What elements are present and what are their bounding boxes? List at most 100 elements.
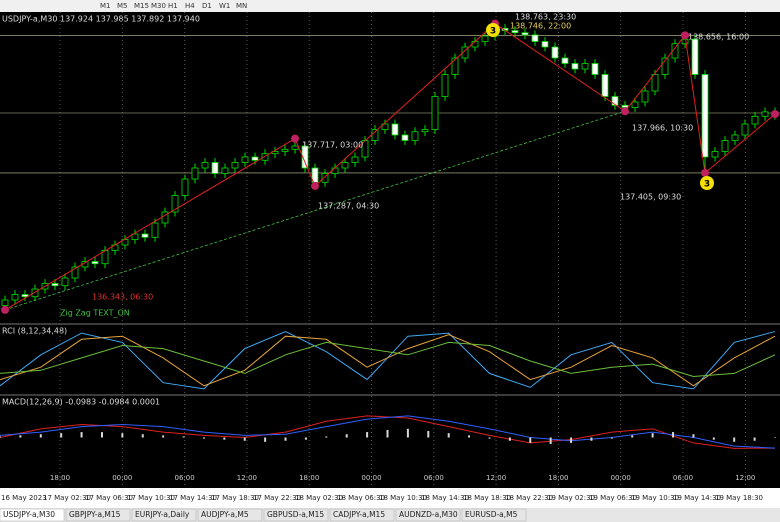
tab-label[interactable]: USDJPY-a,M30 — [3, 510, 55, 519]
candle-body — [381, 123, 389, 130]
timeframe-button[interactable]: H4 — [185, 2, 195, 10]
tab-label[interactable]: EURJPY-a,Daily — [135, 510, 190, 519]
tab-label[interactable]: EURUSD-a,M5 — [465, 510, 518, 519]
candle-body — [721, 140, 729, 152]
candle-body — [251, 156, 259, 161]
tab[interactable] — [0, 508, 65, 522]
macd-bar — [733, 437, 736, 442]
candle-body — [591, 63, 599, 75]
wave-marker-label: 3 — [490, 27, 496, 37]
time-label: 06:00 — [673, 474, 693, 482]
chart-header: USDJPY-a,M30 137.924 137.985 137.892 137… — [2, 15, 200, 24]
candle-body — [181, 178, 189, 196]
macd-bar — [345, 434, 348, 438]
timeframe-button[interactable]: M1 — [100, 2, 111, 10]
timeframe-button[interactable]: H1 — [168, 2, 178, 10]
macd-bar — [304, 437, 307, 440]
candle-body — [651, 74, 659, 92]
annotation: Zig Zag TEXT_ON — [60, 309, 130, 318]
macd-bar — [468, 435, 471, 438]
timeframe-button[interactable]: M15 — [134, 2, 149, 10]
date-label: 19 May 06:30 — [589, 494, 637, 502]
annotation: 138.763, 23:30 — [515, 13, 576, 22]
candle-body — [141, 233, 149, 238]
candle-body — [541, 41, 549, 48]
time-label: 12:00 — [486, 474, 506, 482]
candle-body — [211, 162, 219, 174]
tab-label[interactable]: CADJPY-a,M15 — [333, 510, 385, 519]
wave-marker — [486, 23, 500, 37]
date-label: 17 May 10:30 — [127, 494, 175, 502]
candle-body — [421, 129, 429, 133]
timeframe-button[interactable]: MN — [236, 2, 247, 10]
candle-body — [1, 299, 9, 306]
date-label: 17 May 02:30 — [43, 494, 91, 502]
macd-bar — [406, 428, 409, 438]
date-label: 19 May 02:30 — [547, 494, 595, 502]
macd-bar — [121, 433, 124, 438]
wave-marker — [700, 176, 714, 190]
zigzag-point — [701, 168, 709, 177]
candle-body — [11, 294, 19, 301]
tab[interactable] — [395, 508, 461, 522]
macd-bar — [570, 437, 573, 443]
date-label: 18 May 02:30 — [295, 494, 343, 502]
candle-body — [171, 195, 179, 213]
indicator-line — [0, 341, 776, 378]
timeframe-button[interactable]: W1 — [219, 2, 230, 10]
candle-body — [451, 57, 459, 75]
macd-bar — [141, 434, 144, 438]
candle-body — [661, 57, 669, 75]
timeframe-button[interactable]: M30 — [151, 2, 166, 10]
macd-bar — [447, 433, 450, 438]
candle-body — [231, 162, 239, 169]
tab[interactable] — [329, 508, 395, 522]
candle-body — [571, 63, 579, 70]
candle-body — [411, 131, 419, 141]
candle-body — [261, 153, 269, 161]
candle-body — [531, 34, 539, 42]
tab-label[interactable]: AUDJPY-a,M5 — [201, 510, 249, 519]
candle-body — [131, 233, 139, 240]
candle-body — [711, 151, 719, 158]
date-label: 17 May 06:30 — [85, 494, 133, 502]
timeframe-button[interactable]: M5 — [117, 2, 128, 10]
macd-bar — [529, 437, 532, 443]
candle-body — [601, 74, 609, 97]
tab[interactable] — [65, 508, 131, 522]
macd-bar — [427, 431, 430, 438]
candle-body — [91, 261, 99, 265]
candle-body — [461, 46, 469, 59]
time-label: 00:00 — [361, 474, 381, 482]
candle-body — [151, 222, 159, 238]
trendline — [4, 110, 626, 311]
candle-body — [341, 162, 349, 169]
candle-body — [471, 41, 479, 48]
tab[interactable] — [263, 508, 329, 522]
candle-body — [751, 115, 759, 125]
candle-body — [701, 74, 709, 158]
tab[interactable] — [197, 508, 263, 522]
annotations: 138.763, 23:30 138.746, 22:00 138.656, 1… — [60, 13, 749, 318]
zigzag-point — [681, 31, 689, 40]
candle-body — [611, 96, 619, 106]
tab-label[interactable]: GBPJPY-a,M15 — [69, 510, 121, 519]
candle-body — [741, 123, 749, 136]
rci-label: RCI (8,12,34,48) — [2, 327, 67, 336]
tab-label[interactable]: GBPUSD-a,M15 — [267, 510, 324, 519]
candle-body — [301, 145, 309, 169]
date-label: 17 May 22:30 — [253, 494, 301, 502]
timeframe-button[interactable]: D1 — [202, 2, 212, 10]
wave-marker-label: 3 — [704, 180, 710, 190]
macd-bar — [100, 432, 103, 438]
date-label: 19 May 10:30 — [631, 494, 679, 502]
tab-label[interactable]: AUDNZD-a,M30 — [399, 510, 458, 519]
macd-bar — [651, 433, 654, 438]
candle-body — [71, 266, 79, 279]
candle-body — [621, 104, 629, 108]
tab[interactable] — [131, 508, 197, 522]
macd-bar — [0, 436, 1, 438]
macd-bar — [182, 436, 185, 438]
macd-bar — [284, 437, 287, 441]
tab[interactable] — [461, 508, 527, 522]
